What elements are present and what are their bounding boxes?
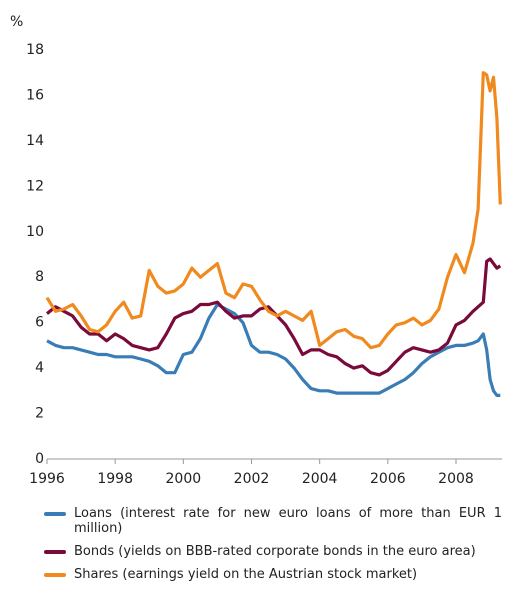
x-tick-label: 2004 bbox=[302, 471, 338, 487]
y-tick-label: 2 bbox=[35, 406, 44, 422]
y-tick-label: 10 bbox=[26, 224, 44, 240]
y-tick-label: 0 bbox=[35, 451, 44, 467]
y-axis-label: % bbox=[10, 14, 23, 30]
y-tick-label: 18 bbox=[26, 42, 44, 58]
y-tick-label: 12 bbox=[26, 178, 44, 194]
line-series bbox=[45, 71, 502, 350]
chart: % 0 2 4 6 8 10 12 14 16 18 1996 1998 2000 2002 2004 200… bbox=[10, 14, 502, 487]
legend-label: Shares (earnings yield on the Austrian s… bbox=[74, 567, 418, 582]
legend-swatch bbox=[44, 550, 66, 554]
x-tick-label: 2000 bbox=[166, 471, 202, 487]
x-tick-label: 2002 bbox=[234, 471, 270, 487]
y-tick-label: 4 bbox=[35, 360, 44, 376]
legend-swatch bbox=[44, 573, 66, 577]
y-tick-label: 16 bbox=[26, 87, 44, 103]
x-tick-label: 1998 bbox=[97, 471, 133, 487]
x-tick-label: 2008 bbox=[438, 471, 474, 487]
legend-item: Bonds (yields on BBB-rated corporate bon… bbox=[44, 544, 502, 559]
x-tick-label: 1996 bbox=[29, 471, 65, 487]
legend-item: Shares (earnings yield on the Austrian s… bbox=[44, 567, 502, 582]
legend-item: Loans (interest rate for new euro loans … bbox=[44, 506, 502, 536]
legend-label: Loans (interest rate for new euro loans … bbox=[74, 506, 502, 536]
y-tick-label: 8 bbox=[35, 269, 44, 285]
line-series bbox=[46, 257, 502, 377]
legend-label: Bonds (yields on BBB-rated corporate bon… bbox=[74, 544, 476, 559]
y-tick-label: 6 bbox=[35, 315, 44, 331]
legend-swatch bbox=[44, 512, 66, 516]
legend: Loans (interest rate for new euro loans … bbox=[44, 506, 502, 590]
line-series bbox=[46, 302, 501, 397]
y-tick-label: 14 bbox=[26, 133, 44, 149]
x-tick-label: 2006 bbox=[370, 471, 406, 487]
